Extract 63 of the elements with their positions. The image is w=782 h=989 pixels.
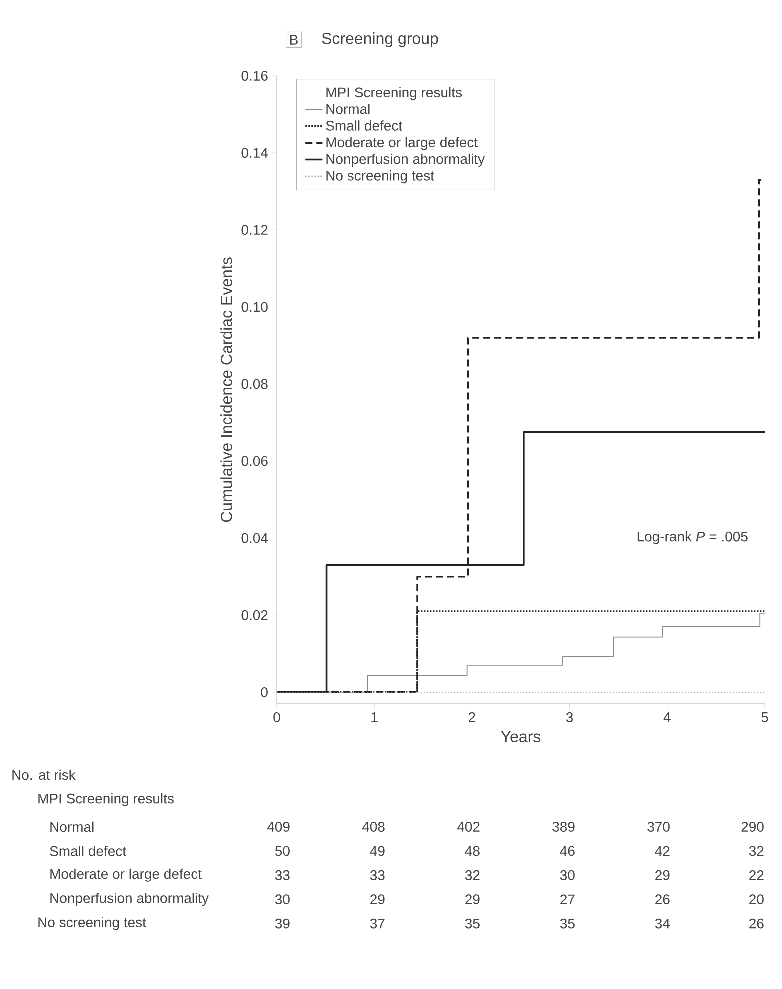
text: MPI Screening results xyxy=(38,793,174,807)
x-tick-label: 0 xyxy=(274,712,280,722)
text: 48 xyxy=(465,846,480,856)
text: 26 xyxy=(656,894,670,905)
text: Nonperfusion abnormality xyxy=(50,893,209,906)
text: 32 xyxy=(749,846,764,856)
text: 26 xyxy=(750,918,764,929)
text: 32 xyxy=(465,870,480,880)
text: 22 xyxy=(750,870,764,880)
y-axis-title: Cumulative Incidence Cardiac Events xyxy=(220,258,232,522)
text: 49 xyxy=(370,846,385,856)
x-tick-label: 4 xyxy=(664,712,671,722)
y-tick-label: 0 xyxy=(261,687,268,698)
x-tick-label: 3 xyxy=(566,712,574,722)
text: 370 xyxy=(648,822,670,832)
text: 50 xyxy=(275,846,290,856)
y-tick-label: 0.06 xyxy=(242,456,268,466)
text: 20 xyxy=(750,894,764,905)
text: 27 xyxy=(560,894,575,904)
text: Small defect xyxy=(50,846,126,856)
text: 33 xyxy=(275,870,290,880)
x-tick-label: 1 xyxy=(372,712,378,722)
chart-title: Screening group xyxy=(322,32,438,48)
text: Moderate or large defect xyxy=(50,868,202,882)
text: 37 xyxy=(370,918,385,929)
text: 402 xyxy=(457,822,480,832)
text: Normal xyxy=(50,822,94,832)
legend-label: Small defect xyxy=(326,120,402,131)
text: 46 xyxy=(560,846,575,856)
legend-label: Nonperfusion abnormality xyxy=(326,154,486,167)
y-tick-label: 0.10 xyxy=(242,302,268,312)
text: No screening test xyxy=(38,917,146,930)
legend-label: Moderate or large defect xyxy=(326,137,478,150)
text: 290 xyxy=(742,822,764,832)
x-tick-label: 5 xyxy=(762,712,768,722)
x-tick-label: 2 xyxy=(469,712,476,722)
text: 34 xyxy=(655,918,670,929)
y-tick-label: 0.14 xyxy=(242,148,268,158)
legend-title: MPI Screening results xyxy=(326,87,462,100)
text: 30 xyxy=(275,894,290,905)
y-tick-label: 0.12 xyxy=(242,225,268,236)
text: 35 xyxy=(560,918,575,929)
text: 29 xyxy=(370,894,385,905)
text: 29 xyxy=(466,894,480,905)
text: 42 xyxy=(655,846,670,856)
text: 39 xyxy=(275,918,290,929)
text: 389 xyxy=(552,822,575,832)
y-tick-label: 0.16 xyxy=(242,71,268,81)
text: 409 xyxy=(267,822,290,832)
y-tick-label: 0.04 xyxy=(242,533,268,544)
y-tick-label: 0.02 xyxy=(242,610,268,620)
x-axis-title: Years xyxy=(501,731,541,742)
text: B xyxy=(290,35,298,45)
y-tick-label: 0.08 xyxy=(242,379,268,390)
text: 408 xyxy=(362,822,385,832)
text: 33 xyxy=(370,870,385,880)
text: 35 xyxy=(465,918,480,929)
legend-label: No screening test xyxy=(326,170,434,184)
text: No. at risk xyxy=(12,770,76,780)
legend-label: Normal xyxy=(326,104,370,114)
text: 30 xyxy=(560,870,575,880)
text: 29 xyxy=(656,870,670,880)
annotation: Log-rank P = .005 xyxy=(638,531,748,545)
